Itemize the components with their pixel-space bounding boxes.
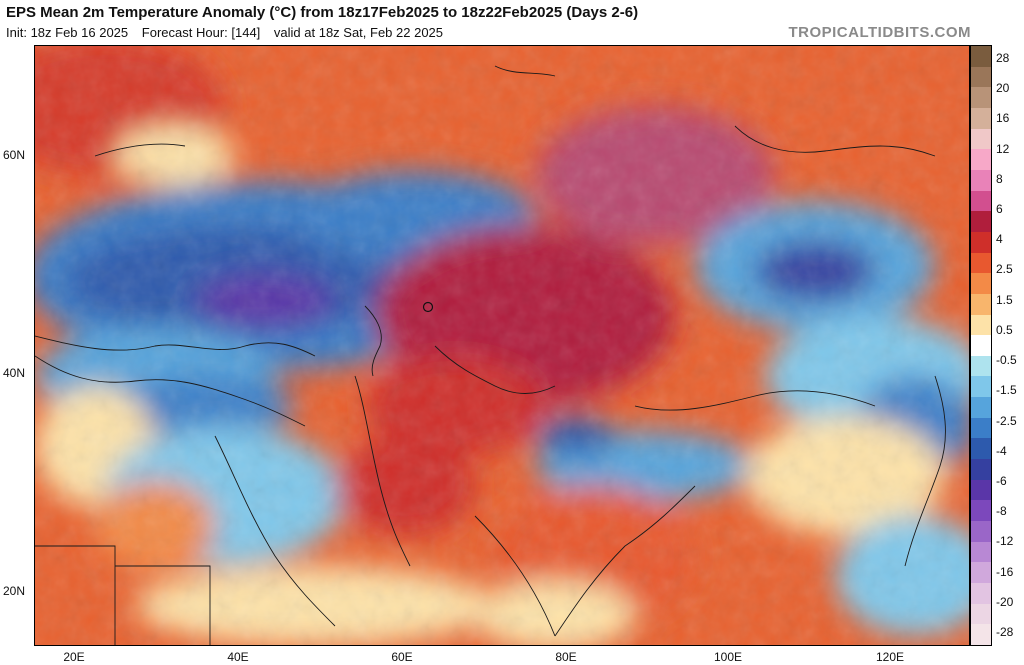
colorbar-label: 1.5 <box>996 292 1013 307</box>
colorbar-segment <box>971 438 991 460</box>
colorbar-label: -4 <box>996 443 1007 458</box>
colorbar-label: -20 <box>996 594 1014 609</box>
colorbar-label: 28 <box>996 51 1010 65</box>
colorbar-legend <box>970 45 992 646</box>
init-time: Init: 18z Feb 16 2025 <box>6 25 129 40</box>
colorbar-segment <box>971 293 991 315</box>
colorbar-segment <box>971 252 991 274</box>
colorbar-segment <box>971 231 991 254</box>
lon-label-100e: 100E <box>713 650 743 664</box>
colorbar-segment <box>971 273 991 295</box>
colorbar-segment <box>971 66 991 88</box>
lat-label-40n: 40N <box>3 366 26 380</box>
colorbar-label: 4 <box>996 232 1003 247</box>
colorbar-label: -1.5 <box>996 383 1017 398</box>
colorbar-label: 0.5 <box>996 322 1013 337</box>
colorbar-label: -16 <box>996 564 1014 579</box>
colorbar-segment <box>971 603 991 625</box>
colorbar-label: -8 <box>996 504 1007 519</box>
brand-watermark: TROPICALTIDBITS.COM <box>788 24 971 41</box>
lon-label-40e: 40E <box>227 650 249 664</box>
colorbar-label: 2.5 <box>996 262 1013 277</box>
colorbar-label: -0.5 <box>996 353 1017 368</box>
colorbar-segment <box>971 128 991 150</box>
colorbar-label: -6 <box>996 473 1007 488</box>
map-svg <box>35 46 969 645</box>
texture-overlay <box>35 46 969 645</box>
colorbar-segment <box>971 417 991 439</box>
colorbar-label: -2.5 <box>996 413 1017 428</box>
colorbar-segment <box>971 376 991 398</box>
colorbar-label: -12 <box>996 534 1014 549</box>
colorbar-label: 8 <box>996 171 1003 186</box>
temperature-anomaly-map[interactable] <box>34 45 970 646</box>
colorbar-segment <box>971 87 991 109</box>
colorbar-segment <box>971 500 991 522</box>
colorbar-segment <box>971 459 991 481</box>
colorbar-segment <box>971 562 991 584</box>
colorbar-segment <box>971 541 991 563</box>
chart-subtitle: Init: 18z Feb 16 2025 Forecast Hour: [14… <box>6 25 453 40</box>
lon-label-80e: 80E <box>555 650 577 664</box>
forecast-hour: Forecast Hour: [144] <box>141 25 261 40</box>
colorbar-segment <box>971 107 991 130</box>
colorbar-label: 6 <box>996 202 1003 217</box>
colorbar-segment <box>971 479 991 501</box>
colorbar-segment <box>971 583 991 605</box>
chart-title: EPS Mean 2m Temperature Anomaly (°C) fro… <box>6 4 639 21</box>
colorbar-label: 20 <box>996 81 1010 96</box>
lat-label-60n: 60N <box>3 148 26 162</box>
colorbar-segment <box>971 190 991 212</box>
colorbar-segment <box>971 46 991 68</box>
colorbar-segment <box>971 149 991 171</box>
lon-label-20e: 20E <box>63 650 85 664</box>
colorbar-label: 16 <box>996 111 1010 126</box>
colorbar-segment <box>971 211 991 233</box>
coastlines <box>35 65 946 645</box>
lon-label-60e: 60E <box>391 650 413 664</box>
colorbar-segment <box>971 397 991 419</box>
location-marker-icon <box>422 301 434 313</box>
colorbar-segment <box>971 314 991 336</box>
lon-label-120e: 120E <box>875 650 905 664</box>
colorbar-label: 12 <box>996 141 1010 156</box>
lat-label-20n: 20N <box>3 584 26 598</box>
colorbar-segment <box>971 624 991 646</box>
colorbar-segment <box>971 355 991 377</box>
colorbar-segment <box>971 169 991 192</box>
colorbar-segment <box>971 335 991 357</box>
colorbar-segment <box>971 521 991 543</box>
valid-time: valid at 18z Sat, Feb 22 2025 <box>273 25 444 40</box>
colorbar-label: -28 <box>996 625 1014 639</box>
